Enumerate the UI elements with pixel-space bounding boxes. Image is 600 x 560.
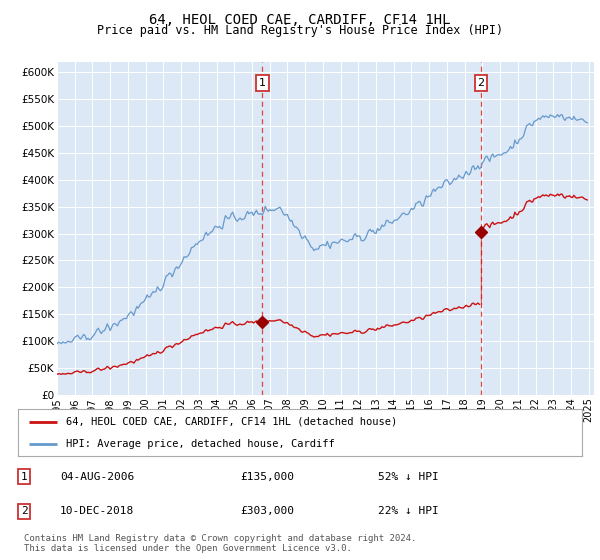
Text: 64, HEOL COED CAE, CARDIFF, CF14 1HL: 64, HEOL COED CAE, CARDIFF, CF14 1HL <box>149 13 451 27</box>
Text: 10-DEC-2018: 10-DEC-2018 <box>60 506 134 516</box>
Text: £135,000: £135,000 <box>240 472 294 482</box>
Text: 2: 2 <box>20 506 28 516</box>
Text: 2: 2 <box>478 78 484 88</box>
Text: Contains HM Land Registry data © Crown copyright and database right 2024.
This d: Contains HM Land Registry data © Crown c… <box>24 534 416 553</box>
Text: £303,000: £303,000 <box>240 506 294 516</box>
Text: 1: 1 <box>259 78 266 88</box>
Text: 22% ↓ HPI: 22% ↓ HPI <box>378 506 439 516</box>
Text: 52% ↓ HPI: 52% ↓ HPI <box>378 472 439 482</box>
Text: 64, HEOL COED CAE, CARDIFF, CF14 1HL (detached house): 64, HEOL COED CAE, CARDIFF, CF14 1HL (de… <box>66 417 397 427</box>
Text: 1: 1 <box>20 472 28 482</box>
Text: 04-AUG-2006: 04-AUG-2006 <box>60 472 134 482</box>
Text: Price paid vs. HM Land Registry's House Price Index (HPI): Price paid vs. HM Land Registry's House … <box>97 24 503 38</box>
Text: HPI: Average price, detached house, Cardiff: HPI: Average price, detached house, Card… <box>66 438 335 449</box>
